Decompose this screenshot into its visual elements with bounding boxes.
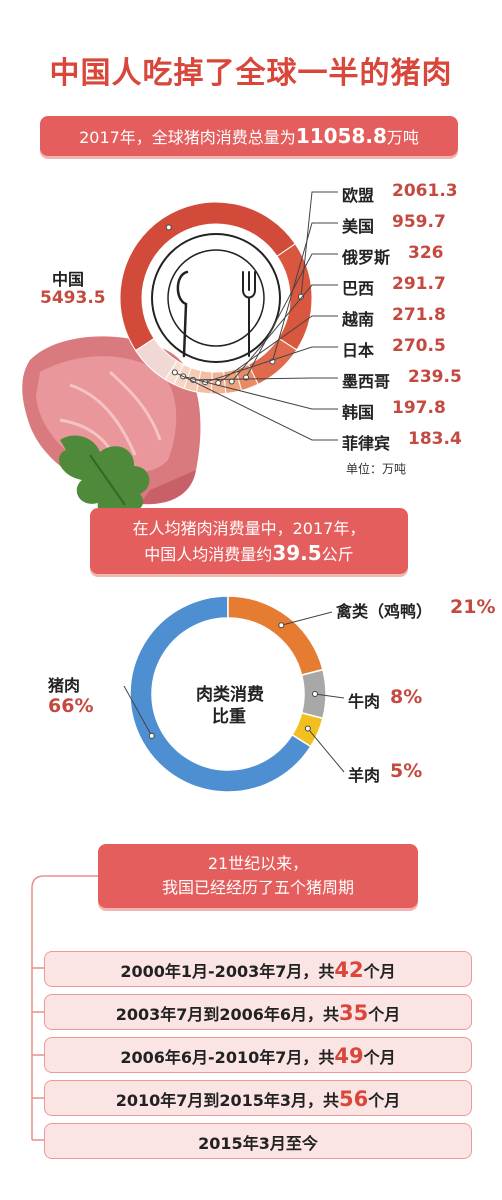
donut1-leader-7 — [193, 377, 338, 381]
label-eu: 欧盟 — [342, 186, 375, 205]
banner2-line1: 在人均猪肉消费量中，2017年， — [132, 519, 366, 538]
plate-cutlery-icon — [151, 233, 281, 363]
donut2-leader-dot-0 — [148, 732, 155, 739]
donut1-leader-dot-4 — [228, 378, 235, 385]
donut1-leader-lines — [165, 191, 338, 441]
banner3-line2: 我国已经经历了五个猪周期 — [161, 878, 354, 897]
period-4-text: 2010年7月到2015年3月，共 — [115, 1091, 340, 1110]
banner1-value: 11058.8 — [295, 124, 387, 148]
value-vietnam: 271.8 — [392, 305, 446, 325]
donut1-leader-dot-0 — [165, 224, 172, 231]
label-mutton: 羊肉 — [348, 766, 381, 785]
label-japan: 日本 — [342, 341, 375, 360]
value-russia: 326 — [408, 243, 444, 263]
parsley-leaf — [59, 435, 150, 516]
donut1-leader-8 — [182, 375, 338, 410]
banner2-line2-pre: 中国人均消费量约 — [144, 545, 273, 564]
donut2-center-line1: 肉类消费 — [196, 685, 264, 705]
per-capita-banner: 在人均猪肉消费量中，2017年， 中国人均消费量约39.5公斤 — [90, 508, 408, 574]
banner2-line2: 中国人均消费量约39.5公斤 — [90, 541, 408, 567]
banner2-value: 39.5 — [272, 541, 322, 565]
donut1-leader-5 — [217, 315, 338, 384]
donut1-leader-4 — [231, 284, 338, 382]
donut1-leader-dot-1 — [297, 293, 304, 300]
donut2-leader-1 — [281, 611, 333, 626]
value-poultry: 21% — [450, 596, 496, 618]
donut2-segment-1 — [227, 595, 324, 677]
banner2-line2-post: 公斤 — [321, 545, 354, 564]
donut2-leader-lines — [123, 611, 345, 773]
period-1-months: 42 — [334, 958, 364, 982]
period-2-text: 2003年7月到2006年6月，共 — [115, 1005, 340, 1024]
donut1-segment-1 — [276, 243, 313, 351]
donut2-leader-2 — [314, 693, 345, 699]
period-5-text: 2015年3月至今 — [198, 1134, 318, 1153]
period-5: 2015年3月至今 — [44, 1123, 472, 1159]
period-2-unit: 个月 — [368, 1005, 401, 1024]
label-china: 中国 — [52, 270, 85, 289]
period-3: 2006年6月-2010年7月，共49个月 — [44, 1037, 472, 1073]
label-philippines: 菲律宾 — [342, 434, 391, 453]
banner3-line1: 21世纪以来， — [207, 854, 309, 873]
donut1-leader-dot-9 — [171, 369, 178, 376]
label-poultry: 禽类（鸡鸭） — [336, 602, 433, 621]
label-pork: 猪肉 — [48, 676, 81, 695]
label-usa: 美国 — [342, 217, 375, 236]
pig-cycle-banner: 21世纪以来， 我国已经经历了五个猪周期 — [98, 844, 418, 908]
donut2-leader-dot-2 — [312, 691, 318, 697]
donut1-leader-6 — [204, 346, 338, 383]
donut2-center-line2: 比重 — [212, 707, 246, 727]
value-brazil: 291.7 — [392, 274, 446, 294]
value-eu: 2061.3 — [392, 181, 458, 201]
donut1-leader-3 — [245, 253, 338, 378]
donut1-leader-9 — [174, 371, 338, 441]
period-3-unit: 个月 — [363, 1048, 396, 1067]
donut2-segment-0 — [129, 595, 312, 793]
period-4-months: 56 — [339, 1087, 369, 1111]
period-4: 2010年7月到2015年3月，共56个月 — [44, 1080, 472, 1116]
donut1-leader-2 — [271, 222, 338, 362]
period-1: 2000年1月-2003年7月，共42个月 — [44, 951, 472, 987]
timeline-connector — [31, 875, 110, 1141]
label-korea: 韩国 — [342, 403, 375, 422]
period-3-text: 2006年6月-2010年7月，共 — [120, 1048, 335, 1067]
value-japan: 270.5 — [392, 336, 446, 356]
label-vietnam: 越南 — [342, 310, 375, 329]
value-pork: 66% — [48, 695, 94, 717]
donut1-leader-1 — [300, 191, 338, 297]
value-mutton: 5% — [390, 760, 423, 782]
page-title: 中国人吃掉了全球一半的猪肉 — [49, 56, 453, 91]
label-brazil: 巴西 — [342, 279, 375, 298]
donut2-leader-dot-3 — [304, 725, 311, 732]
period-2: 2003年7月到2006年6月，共35个月 — [44, 994, 472, 1030]
banner1-post: 万吨 — [386, 128, 419, 147]
value-mexico: 239.5 — [408, 367, 462, 387]
value-beef: 8% — [390, 686, 423, 708]
value-korea: 197.8 — [392, 398, 446, 418]
period-1-text: 2000年1月-2003年7月，共 — [120, 962, 335, 981]
unit-label: 单位：万吨 — [346, 462, 407, 476]
value-philippines: 183.4 — [408, 429, 462, 449]
period-2-months: 35 — [339, 1001, 369, 1025]
period-1-unit: 个月 — [363, 962, 396, 981]
period-3-months: 49 — [334, 1044, 364, 1068]
total-consumption-banner: 2017年，全球猪肉消费总量为11058.8万吨 — [40, 116, 458, 156]
donut2-leader-0 — [123, 685, 153, 737]
label-russia: 俄罗斯 — [342, 248, 391, 267]
label-beef: 牛肉 — [348, 692, 381, 711]
donut2-leader-dot-1 — [278, 622, 285, 629]
banner1-pre: 2017年，全球猪肉消费总量为 — [79, 128, 296, 147]
value-china: 5493.5 — [40, 288, 106, 308]
donut1-segment-rest — [134, 337, 178, 381]
label-mexico: 墨西哥 — [342, 372, 391, 391]
value-usa: 959.7 — [392, 212, 446, 232]
donut2-leader-3 — [307, 728, 345, 773]
period-4-unit: 个月 — [368, 1091, 401, 1110]
